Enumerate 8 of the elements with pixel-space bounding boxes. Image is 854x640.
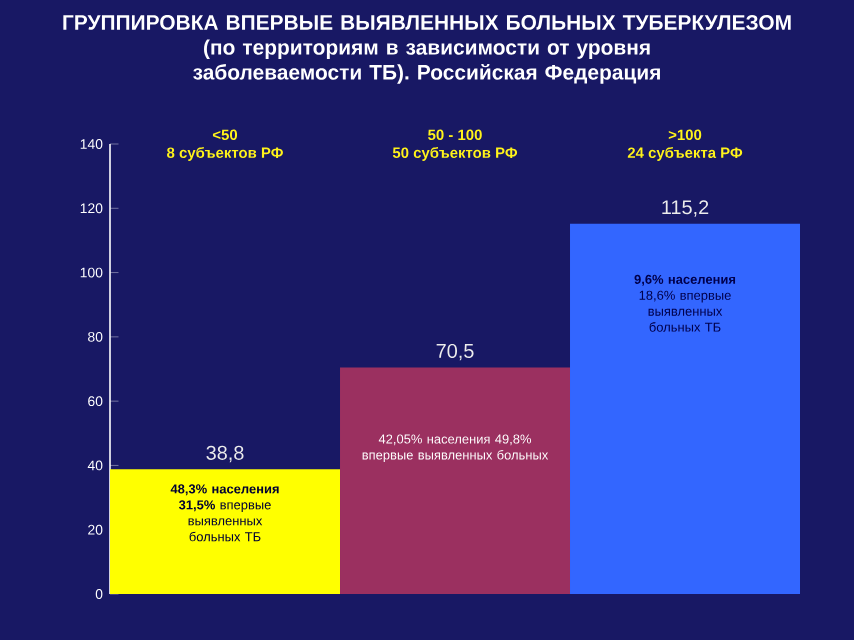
bar: [570, 223, 801, 594]
bar: [110, 469, 341, 594]
bar: [340, 367, 571, 594]
chart-title: ГРУППИРОВКА ВПЕРВЫЕ ВЫЯВЛЕННЫХ БОЛЬНЫХ ТУБЕРКУЛЕЗОМ: [63, 15, 791, 30]
data-label: 115,2: [662, 200, 709, 217]
data-label: 38,8: [206, 445, 244, 463]
chart-subtitle: (по территориям в зависимости от уровня заболеваемости ТБ). Российская Федерация: [193, 39, 660, 84]
data-label: 70,5: [436, 343, 474, 361]
